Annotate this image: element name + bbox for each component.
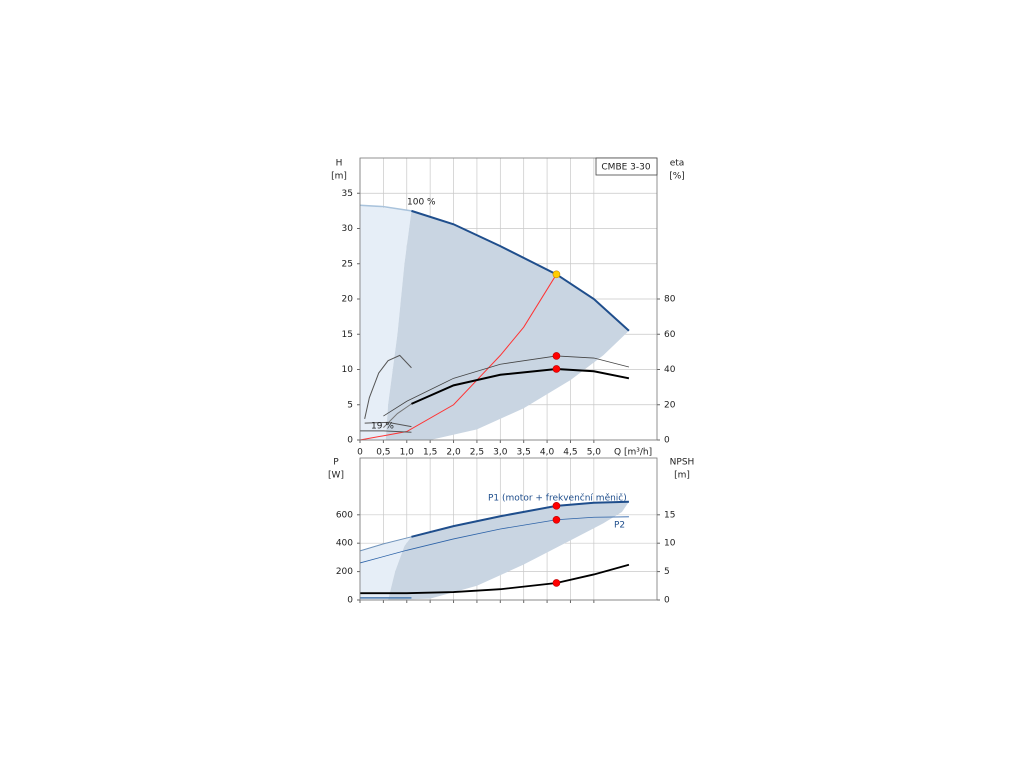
curve [364, 354, 412, 419]
curve [360, 430, 412, 433]
y-tick-label: 600 [336, 510, 353, 520]
annotation: P2 [614, 521, 625, 531]
y-tick-label: 25 [342, 259, 353, 269]
y-tick-label: 400 [336, 539, 353, 549]
y2-tick-label: 0 [664, 596, 670, 606]
chart-title: CMBE 3-30 [601, 163, 650, 173]
y2-axis-label: eta [670, 159, 685, 169]
y-axis-unit: [W] [328, 471, 344, 481]
y-tick-label: 10 [342, 365, 354, 375]
plot-layer [359, 500, 630, 600]
plot-border [359, 457, 658, 601]
y-tick-label: 0 [347, 436, 353, 446]
y-tick-label: 5 [347, 400, 353, 410]
title-box [595, 157, 658, 176]
operating-point [552, 270, 561, 279]
curve [411, 367, 630, 405]
plot-border [359, 157, 658, 441]
x-axis-label-bg [610, 445, 656, 457]
x-tick-label: 4,5 [563, 448, 577, 458]
annotation: 100 % [407, 198, 436, 208]
operating-point [552, 352, 561, 360]
operating-point [552, 365, 561, 373]
curve [411, 209, 630, 332]
range-area [388, 501, 629, 600]
y-tick-label: 200 [336, 567, 353, 577]
y2-tick-label: 5 [664, 567, 670, 577]
y2-tick-label: 40 [664, 365, 676, 375]
x-tick-label: 1,5 [423, 448, 437, 458]
curve [411, 500, 629, 538]
range-area [360, 205, 412, 440]
y-tick-label: 15 [342, 330, 353, 340]
annotation: P1 (motor + frekvenční měnič) [488, 493, 627, 504]
y2-tick-label: 60 [664, 330, 676, 340]
x-tick-label: 1,0 [400, 448, 415, 458]
x-tick-label: 4,0 [540, 448, 555, 458]
y-axis-label: P [333, 458, 339, 468]
curve [383, 403, 412, 429]
curve [359, 204, 412, 212]
x-tick-label: 0,5 [376, 448, 390, 458]
y2-tick-label: 20 [664, 400, 676, 410]
curve [359, 516, 629, 564]
y2-tick-label: 80 [664, 295, 676, 305]
x-tick-label: 3,5 [517, 448, 531, 458]
y-axis-label: H [336, 159, 343, 169]
y-tick-label: 20 [342, 295, 354, 305]
plot-layer [359, 204, 630, 441]
curve [383, 355, 630, 417]
y-tick-label: 0 [347, 596, 353, 606]
x-axis-label: Q [m³/h] [614, 448, 652, 458]
operating-point [552, 579, 561, 587]
x-tick-label: 5,0 [587, 448, 602, 458]
x-tick-label: 2,5 [470, 448, 484, 458]
curve [360, 563, 630, 595]
y2-axis-label: NPSH [670, 458, 695, 468]
annotation: 19 % [371, 422, 394, 432]
x-tick-label: 0 [357, 448, 363, 458]
y2-axis-unit: [%] [669, 172, 685, 182]
x-tick-label: 2,0 [446, 448, 461, 458]
operating-point [552, 502, 561, 510]
y-axis-unit: [m] [331, 172, 347, 182]
y2-tick-label: 15 [664, 510, 675, 520]
y2-tick-label: 10 [664, 539, 676, 549]
y2-tick-label: 0 [664, 436, 670, 446]
range-area [385, 210, 629, 440]
y2-axis-unit: [m] [674, 471, 690, 481]
curve [359, 536, 412, 552]
x-tick-label: 3,0 [493, 448, 508, 458]
y-tick-label: 35 [342, 189, 353, 199]
y-tick-label: 30 [342, 224, 354, 234]
operating-point [552, 515, 561, 524]
